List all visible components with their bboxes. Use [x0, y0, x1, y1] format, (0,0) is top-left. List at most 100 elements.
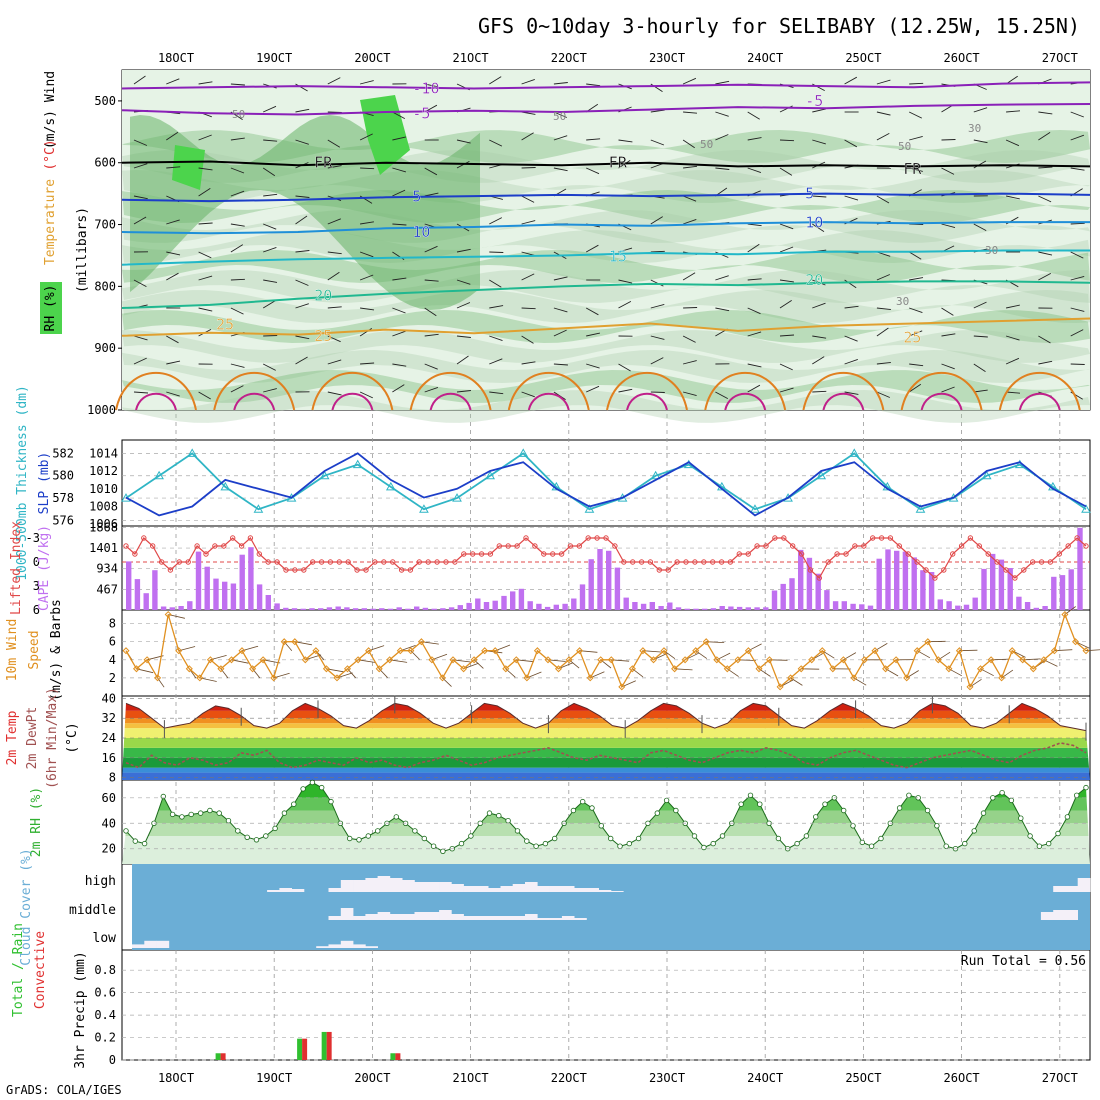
- lifted-index-point: [692, 559, 698, 565]
- wind-barb: [392, 189, 406, 197]
- rh-contour-label: 50: [553, 110, 566, 123]
- wind-barb: [1070, 275, 1085, 281]
- thickness-point: [220, 481, 231, 491]
- wind-barb: [133, 335, 148, 341]
- wind-barb: [941, 363, 955, 370]
- wind-tick-label: 8: [109, 617, 116, 631]
- wind-barb: [166, 131, 179, 141]
- cape-bar: [928, 572, 935, 610]
- wind-speed-point: [249, 665, 257, 673]
- cape-bar: [981, 568, 987, 610]
- thickness-point: [783, 493, 793, 502]
- wind-barb: [779, 246, 794, 253]
- wind-barb: [166, 360, 181, 365]
- rh-color-band: [122, 797, 1090, 811]
- isotherm-label: 25: [216, 316, 234, 334]
- wind-barb: [456, 139, 471, 144]
- cape-bar: [283, 607, 289, 610]
- wind-barb: [683, 307, 698, 309]
- thickness-point: [1081, 504, 1091, 513]
- slp-tick-label: 1012: [89, 464, 118, 478]
- cloud-high-gap: [574, 888, 587, 892]
- wind-barb: [133, 216, 147, 225]
- cape-bar: [518, 588, 525, 610]
- wind-barb: [844, 391, 859, 395]
- panel-frame-wind: [121, 609, 1091, 697]
- rh-point: [1036, 843, 1043, 849]
- lifted-index-point: [710, 559, 716, 565]
- thickness-tick-label: 578: [52, 491, 74, 505]
- surface-isotherm-loop: [802, 372, 885, 411]
- cape-bar: [632, 602, 638, 610]
- cloud-middle-gap: [574, 918, 587, 920]
- wind-barb: [715, 391, 729, 399]
- cape-bar: [544, 606, 551, 610]
- lifted-index-point: [167, 567, 174, 573]
- wind-barb: [489, 335, 503, 342]
- lifted-index-point: [123, 543, 129, 549]
- rh-point: [347, 835, 353, 842]
- wind-barb: [683, 111, 698, 114]
- rh-legend-swatch: [40, 282, 62, 334]
- wind-speed-point: [945, 665, 953, 673]
- wind-speed-point: [396, 647, 404, 655]
- rh-point: [775, 835, 782, 842]
- lifted-index-point: [736, 551, 742, 557]
- wind-barb: [198, 167, 213, 171]
- wind-barb: [618, 139, 633, 143]
- wind-barb: [521, 78, 535, 85]
- cloud-low-gap: [132, 944, 145, 948]
- y-axis-label-lifted-index: Lifted Index: [9, 521, 24, 615]
- lifted-index-line: [125, 537, 1087, 579]
- wind-speed-point: [481, 647, 489, 655]
- temp-color-band: [122, 757, 1090, 768]
- thickness-point: [187, 448, 198, 457]
- wind-speed-point: [765, 656, 774, 664]
- wind-barb: [198, 188, 211, 197]
- lifted-index-point: [1038, 559, 1045, 565]
- y-axis-label-millibars: (millibars): [75, 207, 90, 293]
- lifted-index-point: [985, 551, 991, 557]
- isotherm-label: 25: [903, 329, 921, 347]
- wind-barb: [650, 303, 665, 309]
- lifted-index-point: [781, 535, 787, 541]
- cape-bar: [431, 608, 437, 610]
- rh-color-band: [122, 836, 1090, 864]
- lifted-index-point: [1012, 575, 1018, 581]
- wind-barb: [198, 81, 213, 85]
- thickness-point: [352, 459, 363, 469]
- wind-speed-point: [713, 656, 721, 664]
- wind-barb: [424, 307, 437, 317]
- wind-tick-label: 2: [109, 671, 116, 685]
- rh-point: [375, 828, 381, 834]
- cape-bar: [780, 583, 786, 610]
- wind-barb: [198, 275, 213, 281]
- rh-point: [598, 823, 604, 829]
- y-axis-label-temp-unit: (°C): [65, 722, 80, 753]
- wind-barb: [715, 80, 730, 85]
- surface-isotherm-loop: [998, 372, 1081, 411]
- lifted-index-point: [318, 559, 325, 565]
- wind-speed-point: [386, 656, 394, 664]
- y-axis-label-cape: CAPE (J/kg): [37, 525, 52, 611]
- pressure-tick-label: 800: [94, 279, 116, 293]
- rh-point: [822, 801, 828, 807]
- wind-barb: [812, 139, 826, 145]
- wind-barb: [263, 279, 278, 283]
- thickness-tick-label: 576: [52, 513, 74, 527]
- wind-barb: [392, 307, 406, 314]
- wind-barb: [553, 307, 568, 313]
- cloud-high-gap: [549, 886, 563, 892]
- isotherm-label: 25: [314, 327, 332, 345]
- rh-point: [1008, 797, 1015, 804]
- wind-barb: [876, 274, 890, 281]
- wind-barb: [941, 139, 956, 141]
- surface-isotherm-loop: [606, 372, 688, 411]
- lifted-index-point: [354, 567, 360, 573]
- cape-bar: [414, 606, 420, 610]
- thickness-point: [981, 470, 992, 480]
- rh-point: [197, 810, 204, 816]
- wind-barb: [360, 167, 375, 170]
- x-tick-label-top: 25OCT: [845, 51, 881, 65]
- wind-barb: [262, 167, 276, 177]
